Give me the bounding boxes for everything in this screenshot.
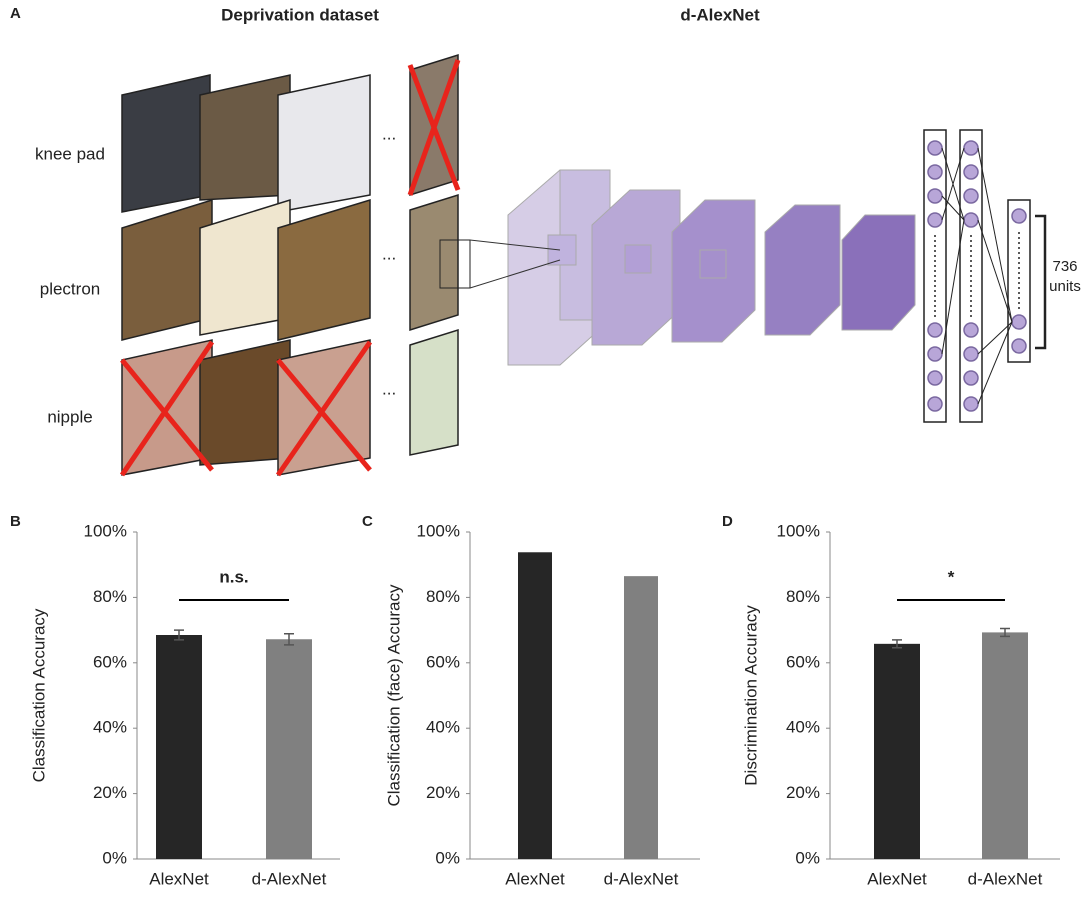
y-tick-label: 60% <box>426 652 460 671</box>
y-axis-label: Classification (face) Accuracy <box>384 584 403 807</box>
units-word: units <box>1049 278 1081 295</box>
y-tick-label: 20% <box>93 783 127 802</box>
y-tick-label: 100% <box>777 521 820 540</box>
bar <box>624 576 658 859</box>
x-tick-label: d-AlexNet <box>604 869 679 888</box>
bar <box>982 632 1028 859</box>
y-tick-label: 0% <box>795 848 820 867</box>
y-tick-label: 0% <box>435 848 460 867</box>
x-tick-label: AlexNet <box>149 869 209 888</box>
panel-a: A Deprivation dataset d-AlexNet knee pad… <box>10 5 1081 477</box>
network-title: d-AlexNet <box>680 5 760 24</box>
y-tick-label: 100% <box>84 521 127 540</box>
y-tick-label: 20% <box>426 783 460 802</box>
y-tick-label: 80% <box>426 587 460 606</box>
y-tick-label: 80% <box>786 587 820 606</box>
x-tick-label: AlexNet <box>505 869 565 888</box>
y-tick-label: 40% <box>426 718 460 737</box>
x-tick-label: d-AlexNet <box>252 869 327 888</box>
ellipsis: ... <box>382 244 396 263</box>
units-count: 736 <box>1052 258 1077 275</box>
error-bar <box>284 632 294 646</box>
dataset-title: Deprivation dataset <box>221 5 379 24</box>
image <box>199 198 291 336</box>
image <box>409 328 459 456</box>
y-tick-label: 20% <box>786 783 820 802</box>
crosses <box>119 59 461 477</box>
images <box>121 53 459 476</box>
ellipsis: ... <box>382 379 396 398</box>
error-bar <box>1000 627 1010 638</box>
significance-label: n.s. <box>219 567 248 586</box>
ellipsis: ... <box>382 124 396 143</box>
y-tick-label: 0% <box>102 848 127 867</box>
error-bar <box>892 639 902 649</box>
panel-label: D <box>722 513 733 530</box>
panel-label: A <box>10 5 21 22</box>
bar <box>266 639 312 859</box>
significance-label: * <box>948 567 955 586</box>
fc-layers <box>923 129 1047 423</box>
row-label: plectron <box>40 279 100 298</box>
image <box>277 74 371 213</box>
y-tick-label: 100% <box>417 521 460 540</box>
y-tick-label: 40% <box>93 718 127 737</box>
panel-label: B <box>10 513 21 530</box>
error-bar <box>174 629 184 641</box>
y-axis-label: Discrimination Accuracy <box>741 605 760 786</box>
image <box>277 198 371 341</box>
x-tick-label: AlexNet <box>867 869 927 888</box>
x-tick-label: d-AlexNet <box>968 869 1043 888</box>
y-tick-label: 60% <box>93 652 127 671</box>
image <box>409 193 459 332</box>
y-axis-label: Classification Accuracy <box>29 608 48 782</box>
image <box>199 74 291 201</box>
row-label: nipple <box>47 407 92 426</box>
row-label: knee pad <box>35 144 105 163</box>
image <box>121 74 211 213</box>
y-tick-label: 60% <box>786 652 820 671</box>
bar <box>156 635 202 859</box>
panel-label: C <box>362 513 373 530</box>
y-tick-label: 40% <box>786 718 820 737</box>
bar <box>518 552 552 859</box>
image <box>199 339 291 466</box>
image <box>121 198 213 341</box>
network <box>439 169 916 366</box>
bar <box>874 643 920 859</box>
y-tick-label: 80% <box>93 587 127 606</box>
